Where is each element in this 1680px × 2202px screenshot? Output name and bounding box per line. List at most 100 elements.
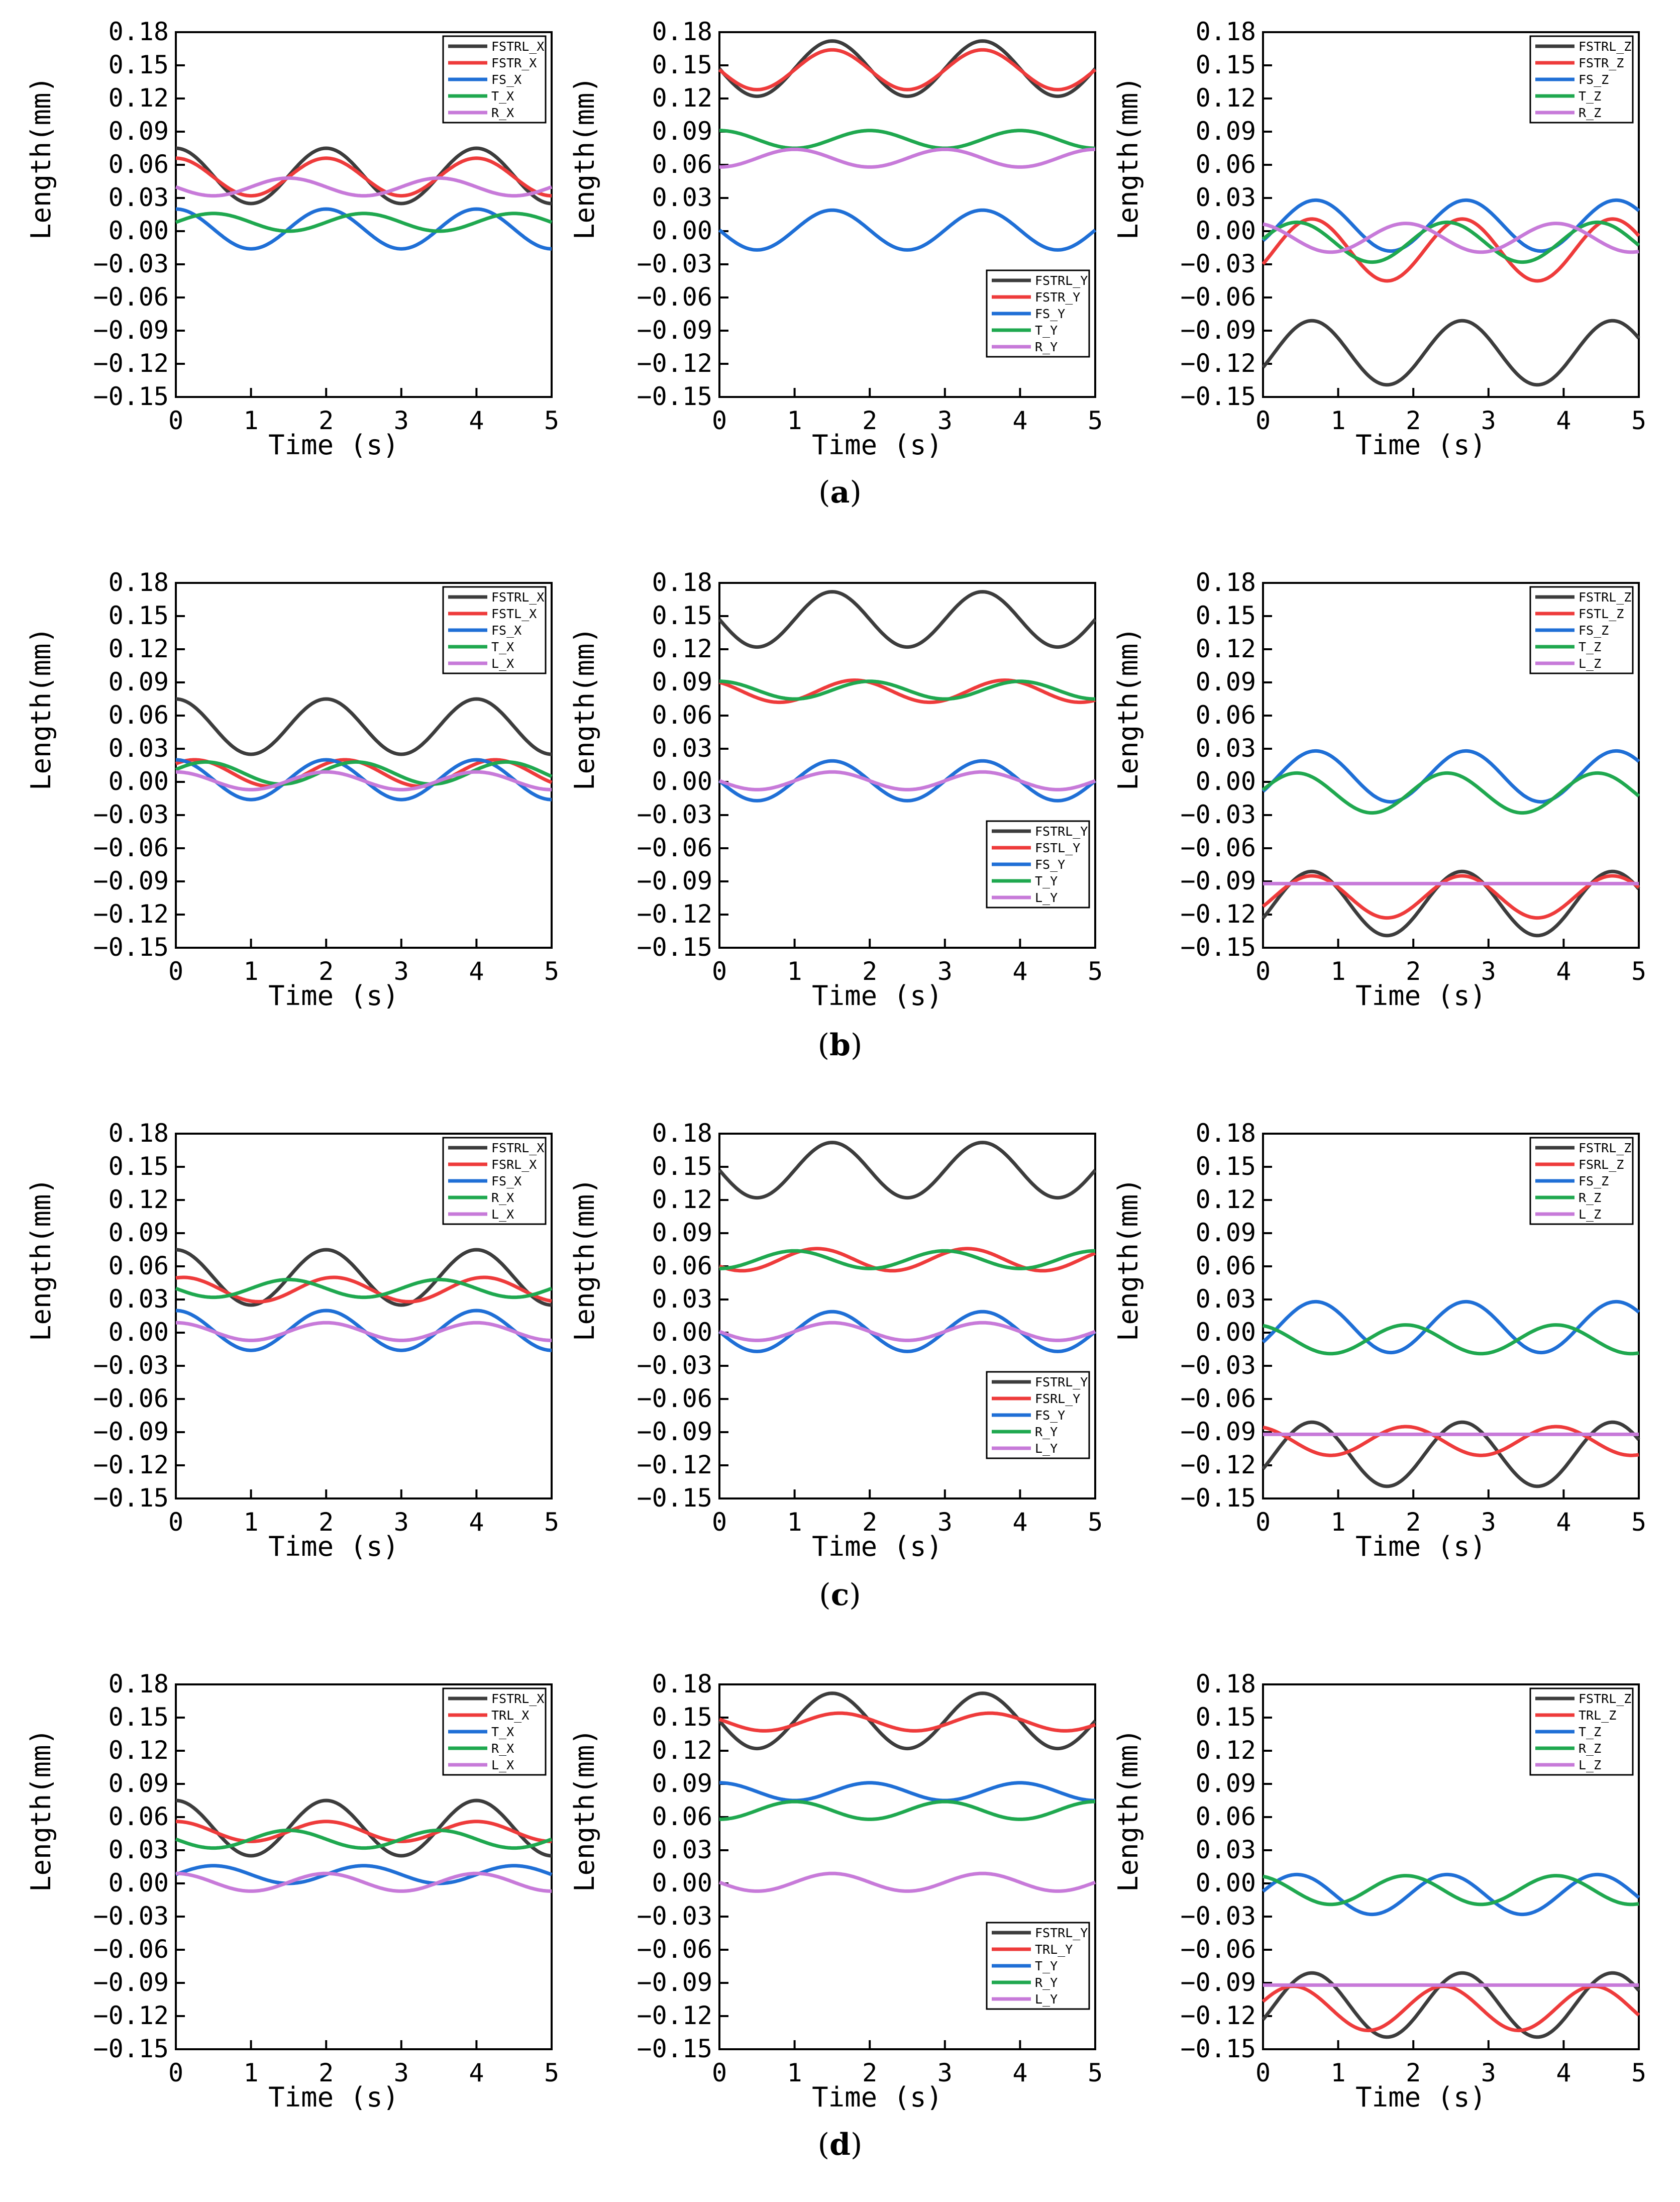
y-tick-label: 0.15	[1196, 1152, 1256, 1181]
y-tick-label: −0.09	[637, 1968, 712, 1997]
legend-label: FS_Z	[1579, 1174, 1609, 1188]
y-tick-label: 0.18	[652, 1119, 712, 1148]
x-tick-label: 0	[1255, 1508, 1271, 1537]
y-tick-label: −0.06	[93, 1935, 169, 1964]
series-line-fstl-y	[719, 678, 1096, 705]
y-axis-label: Length(mm)	[569, 627, 600, 790]
y-tick-label: 0.12	[1196, 1736, 1256, 1765]
series-line-fstrl-y	[718, 590, 1097, 649]
x-tick-label: 4	[1012, 957, 1027, 986]
y-tick-label: −0.09	[93, 316, 169, 345]
x-tick-label: 5	[544, 1508, 559, 1537]
y-tick-label: 0.12	[109, 1185, 169, 1214]
y-tick-label: 0.06	[109, 700, 169, 730]
y-tick-label: −0.15	[93, 1483, 169, 1513]
x-tick-label: 0	[712, 2058, 727, 2087]
series-line-r-x	[175, 1277, 553, 1299]
legend-label: T_X	[491, 1725, 514, 1739]
series-line-fstrl-y	[718, 1691, 1097, 1751]
legend-label: FSTRL_Z	[1579, 39, 1631, 54]
y-tick-label: 0.09	[109, 1218, 169, 1247]
x-tick-label: 3	[394, 1508, 409, 1537]
legend-label: TRL_Z	[1579, 1708, 1616, 1723]
x-tick-label: 5	[1631, 2058, 1646, 2087]
series-line-fsrl-z	[1263, 1425, 1639, 1457]
x-axis-label: Time (s)	[1355, 1531, 1486, 1562]
y-tick-label: 0.12	[1196, 1185, 1256, 1214]
x-tick-label: 5	[544, 406, 559, 435]
y-tick-label: 0.12	[652, 1185, 712, 1214]
y-tick-label: 0.09	[652, 1769, 712, 1798]
y-tick-label: −0.12	[637, 899, 712, 929]
y-tick-label: −0.15	[93, 2034, 169, 2063]
plot-frame	[1262, 582, 1640, 949]
y-tick-label: −0.12	[1180, 899, 1256, 929]
y-tick-label: 0.15	[652, 1152, 712, 1181]
series-line-trl-z	[1262, 1984, 1640, 2033]
legend: FSTRL_Y FSTR_Y FS_Y T_Y R_Y	[986, 269, 1090, 358]
row-caption-letter: c	[831, 1577, 850, 1613]
y-tick-label: −0.06	[93, 833, 169, 862]
y-tick-label: 0.06	[652, 700, 712, 730]
series-line-fstrl-z	[1262, 869, 1640, 938]
x-tick-label: 2	[319, 2058, 334, 2087]
legend-label: FS_X	[491, 72, 521, 87]
y-tick-label: 0.00	[652, 1868, 712, 1897]
y-axis-label: Length(mm)	[569, 76, 600, 240]
legend-label: FS_X	[491, 623, 521, 638]
legend: FSTRL_X TRL_X T_X R_X L_X	[442, 1687, 547, 1776]
row-caption-letter: b	[829, 1028, 851, 1063]
series-line-t-z	[1262, 771, 1640, 815]
y-tick-label: 0.00	[109, 767, 169, 796]
y-tick-label: 0.15	[1196, 50, 1256, 79]
series-line-l-x	[175, 770, 552, 791]
series-line-fs-y	[718, 208, 1097, 252]
x-axis-label: Time (s)	[812, 429, 942, 461]
y-tick-label: 0.03	[109, 1284, 169, 1314]
y-axis-label: Length(mm)	[25, 1178, 57, 1341]
y-tick-label: 0.18	[1196, 1119, 1256, 1148]
y-tick-label: 0.15	[1196, 601, 1256, 630]
y-tick-label: 0.03	[652, 1835, 712, 1864]
y-tick-label: −0.12	[1180, 1450, 1256, 1479]
series-line-fsrl-x	[175, 1275, 552, 1304]
y-axis-label: Length(mm)	[569, 1178, 600, 1341]
legend-label: FSTR_X	[491, 56, 537, 70]
legend-label: L_Y	[1035, 1992, 1058, 2007]
y-tick-label: 0.03	[109, 183, 169, 212]
x-tick-label: 1	[244, 1508, 259, 1537]
legend: FSTRL_Y TRL_Y T_Y R_Y L_Y	[986, 1922, 1090, 2010]
y-tick-label: 0.03	[652, 734, 712, 763]
x-tick-label: 4	[1556, 406, 1571, 435]
series-line-t-x	[175, 1864, 553, 1885]
series-line-fs-x	[175, 207, 552, 251]
y-tick-label: −0.03	[637, 1351, 712, 1380]
legend-label: R_X	[491, 106, 514, 120]
legend-label: FSTRL_Z	[1579, 590, 1631, 605]
series-line-l-y	[718, 1321, 1096, 1342]
y-tick-label: 0.00	[652, 1318, 712, 1347]
legend-label: FSTL_X	[491, 607, 537, 621]
legend-label: FSTRL_Y	[1035, 273, 1088, 288]
y-tick-label: −0.06	[637, 833, 712, 862]
x-axis-label: Time (s)	[812, 2081, 942, 2113]
legend-label: L_Y	[1035, 890, 1058, 905]
y-tick-label: 0.15	[652, 50, 712, 79]
legend-label: FS_Z	[1579, 623, 1609, 638]
chart-panel-d-z: 0.18 0.15 0.12 0.09 0.06 0.03 0.00 −0.03 −0.06 −0…	[1112, 1669, 1646, 2113]
y-tick-label: 0.09	[652, 117, 712, 146]
chart-panel-c-y: 0.18 0.15 0.12 0.09 0.06 0.03 0.00 −0.03 −0.06 −0…	[569, 1119, 1103, 1562]
legend-label: L_Y	[1035, 1441, 1058, 1456]
y-tick-label: 0.18	[109, 17, 169, 46]
x-tick-label: 2	[319, 957, 334, 986]
y-tick-label: 0.12	[652, 634, 712, 663]
series-line-r-x	[175, 1828, 553, 1850]
x-tick-label: 1	[787, 957, 802, 986]
x-tick-label: 0	[712, 1508, 727, 1537]
x-tick-label: 3	[1481, 2058, 1496, 2087]
y-tick-label: 0.09	[1196, 117, 1256, 146]
chart-panel-c-x: 0.18 0.15 0.12 0.09 0.06 0.03 0.00 −0.03 −0.06 −0…	[25, 1119, 559, 1562]
chart-panel-c-z: 0.18 0.15 0.12 0.09 0.06 0.03 0.00 −0.03 −0.06 −0…	[1112, 1119, 1646, 1562]
x-tick-label: 1	[244, 2058, 259, 2087]
plot-frame	[1262, 31, 1640, 398]
